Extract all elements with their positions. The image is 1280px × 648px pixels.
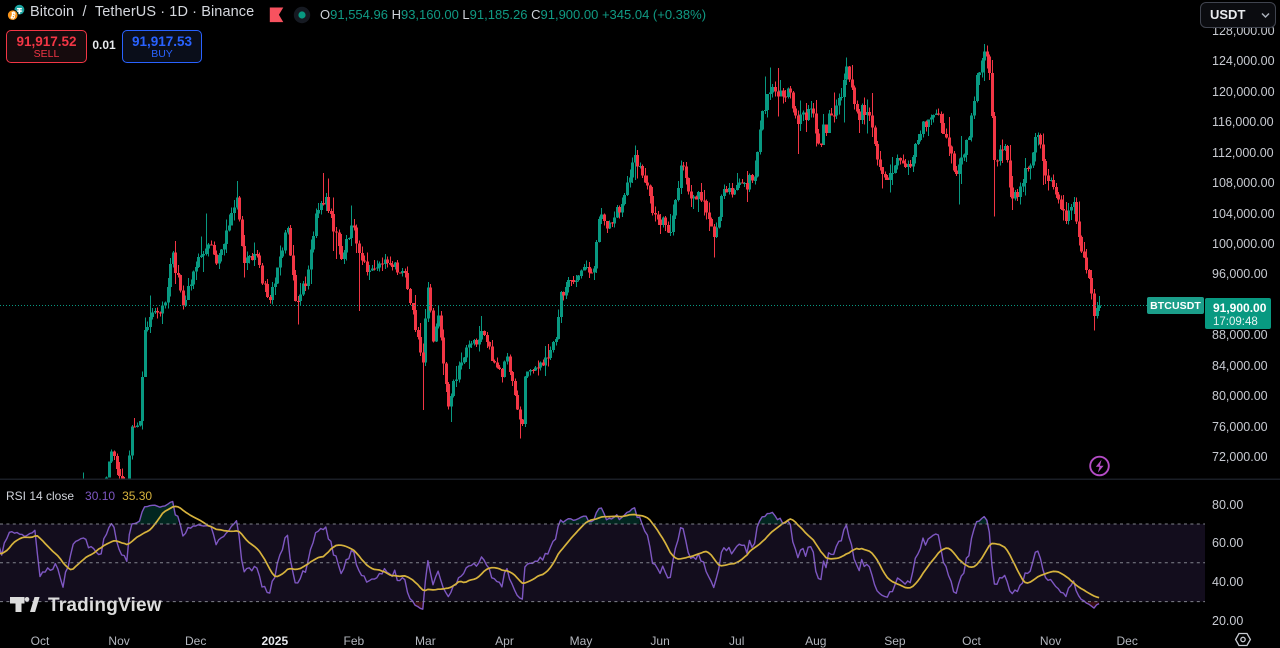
svg-text:TradingView: TradingView (48, 595, 162, 616)
